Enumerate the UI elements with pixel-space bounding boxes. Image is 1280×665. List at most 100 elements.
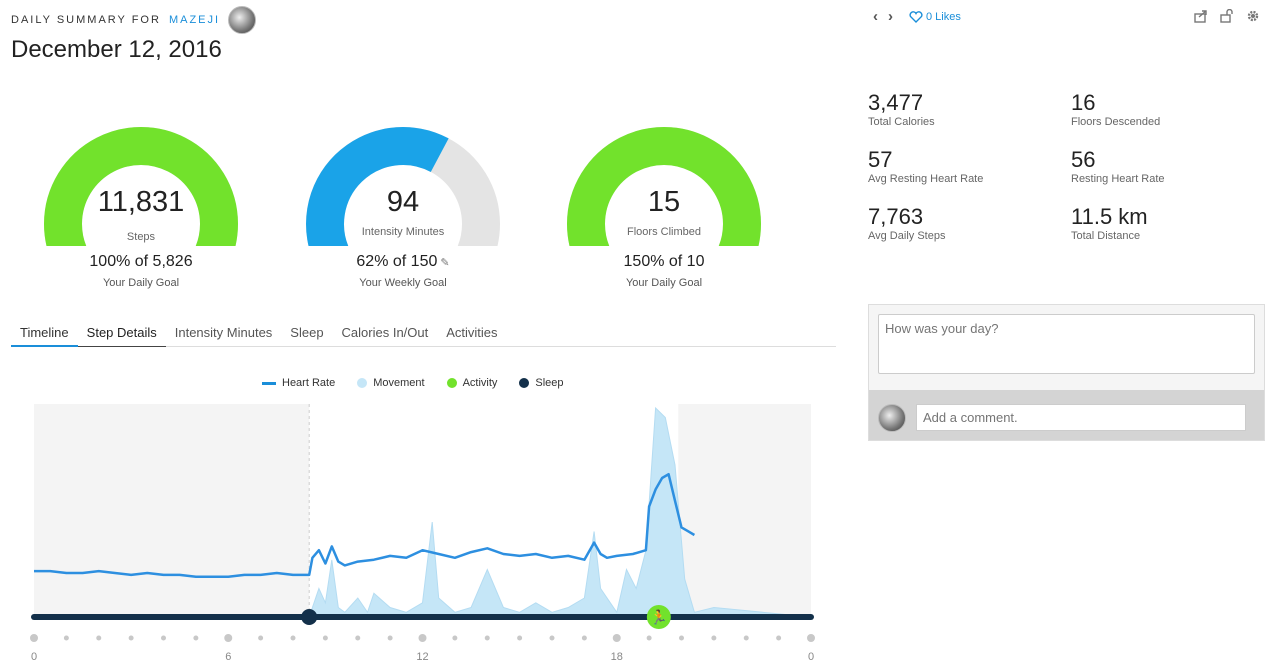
legend-heart-rate-label: Heart Rate: [282, 377, 336, 389]
unlock-icon[interactable]: [1220, 9, 1234, 23]
x-tick-label: 6: [225, 651, 231, 663]
hour-dot: [679, 635, 684, 641]
next-day-icon[interactable]: ›: [888, 8, 893, 25]
stat-label: Total Calories: [868, 116, 935, 128]
stat-label: Avg Resting Heart Rate: [868, 173, 984, 185]
stat-value: 7,763: [868, 204, 924, 229]
page-title-date: December 12, 2016: [11, 36, 222, 63]
intensity-value: 94: [386, 186, 420, 218]
floors-gauge-arc: [567, 127, 761, 246]
intensity-percent-text: 62% of 150: [356, 253, 438, 270]
stat-label: Avg Daily Steps: [868, 230, 946, 242]
x-tick-label: 18: [611, 651, 623, 663]
floors-gauge[interactable]: 15 Floors Climbed 150% of 10 Your Daily …: [564, 106, 764, 296]
steps-percent: 100% of 5,826: [89, 253, 193, 270]
heart-rate-line: [34, 472, 696, 579]
hour-dot: [743, 635, 749, 641]
user-name-link[interactable]: MAZEJI: [168, 14, 221, 26]
activity-running-icon: [646, 605, 671, 629]
x-tick-label: 12: [416, 651, 428, 663]
intensity-goal-label: Your Weekly Goal: [359, 277, 447, 289]
intensity-gauge-arc: [306, 127, 500, 246]
stat-avg-daily-steps: 7,763 Avg Daily Steps: [868, 204, 1058, 242]
stat-value: 3,477: [868, 90, 924, 115]
legend-sleep-label: Sleep: [535, 377, 564, 389]
active-period-region: [309, 404, 679, 617]
intensity-caption: Intensity Minutes: [361, 226, 445, 238]
stat-label: Floors Descended: [1071, 116, 1161, 128]
hour-dot: [452, 635, 458, 641]
stat-total-calories: 3,477 Total Calories: [868, 90, 1058, 128]
stat-total-distance: 11.5 km Total Distance: [1071, 204, 1261, 242]
floors-goal-label: Your Daily Goal: [625, 277, 703, 289]
share-icon[interactable]: [1194, 9, 1208, 23]
legend-movement[interactable]: Movement: [357, 377, 425, 389]
gear-icon[interactable]: [1246, 9, 1260, 23]
heart-rate-swatch: [262, 381, 276, 385]
tab-timeline[interactable]: Timeline: [11, 321, 78, 347]
tab-calories[interactable]: Calories In/Out: [341, 325, 429, 340]
stat-label: Resting Heart Rate: [1071, 173, 1165, 185]
hour-dot: [290, 635, 296, 641]
hour-dot: [224, 634, 233, 642]
intensity-percent: 62% of 150 ✎: [303, 253, 503, 271]
hour-dot: [387, 635, 393, 641]
timeline-chart[interactable]: 🏃 0 6 12 18 0: [30, 400, 815, 665]
hour-dot: [63, 635, 69, 641]
stat-value: 56: [1071, 147, 1096, 172]
floors-caption: Floors Climbed: [627, 226, 701, 238]
heart-icon: [909, 10, 923, 23]
comment-bar: [869, 390, 1264, 440]
hour-dot: [161, 635, 166, 641]
sleep-swatch: [519, 378, 530, 388]
user-avatar[interactable]: [228, 6, 257, 34]
hour-dot: [30, 634, 38, 642]
hour-dot: [711, 635, 717, 641]
toolbar-icons: [1194, 9, 1260, 23]
alarm-clock-icon: [301, 609, 318, 625]
steps-gauge-arc: [44, 127, 238, 246]
x-tick-label: 0: [808, 651, 814, 663]
hour-dot: [776, 635, 782, 641]
stat-floors-descended: 16 Floors Descended: [1071, 90, 1261, 128]
commenter-avatar: [878, 404, 906, 432]
tab-intensity-minutes[interactable]: Intensity Minutes: [174, 325, 273, 340]
legend-movement-label: Movement: [373, 377, 425, 389]
hour-dot: [418, 634, 427, 642]
edit-pencil-icon[interactable]: ✎: [440, 257, 450, 269]
legend-activity-label: Activity: [462, 377, 498, 389]
hour-dot: [581, 635, 587, 641]
hour-dot: [517, 635, 523, 641]
chart-legend: Heart Rate Movement Activity Sleep: [262, 377, 564, 389]
movement-area: [34, 406, 812, 618]
stat-resting-hr: 56 Resting Heart Rate: [1071, 147, 1261, 185]
hour-dot: [322, 635, 328, 641]
stat-value: 16: [1071, 90, 1096, 115]
hour-dot: [549, 635, 555, 641]
steps-gauge[interactable]: 11,831 Steps 100% of 5,826 Your Daily Go…: [41, 106, 241, 296]
detail-tabs: Timeline Step Details Intensity Minutes …: [11, 321, 836, 347]
stat-label: Total Distance: [1071, 230, 1141, 242]
day-navigation: ‹ › 0 Likes: [873, 8, 961, 25]
hour-dot: [807, 634, 815, 642]
likes-link[interactable]: 0 Likes: [909, 11, 961, 23]
tab-sleep[interactable]: Sleep: [290, 325, 324, 340]
how-was-your-day-input[interactable]: [878, 314, 1255, 374]
legend-sleep[interactable]: Sleep: [519, 377, 564, 389]
activity-swatch: [446, 378, 457, 388]
hour-dot: [612, 634, 621, 642]
steps-goal-label: Your Daily Goal: [102, 277, 180, 289]
hour-dot: [128, 635, 134, 641]
legend-activity[interactable]: Activity: [446, 377, 498, 389]
hour-dot: [96, 635, 102, 641]
legend-heart-rate[interactable]: Heart Rate: [262, 377, 335, 389]
likes-count: 0 Likes: [926, 10, 961, 23]
comment-panel: [868, 304, 1265, 441]
tab-activities[interactable]: Activities: [446, 325, 498, 340]
summary-label: DAILY SUMMARY FOR: [11, 14, 161, 26]
prev-day-icon[interactable]: ‹: [873, 8, 878, 25]
intensity-gauge[interactable]: 94 Intensity Minutes 62% of 150 ✎ Your We…: [303, 106, 503, 296]
add-comment-input[interactable]: [916, 404, 1246, 431]
tab-step-details[interactable]: Step Details: [77, 321, 166, 347]
running-figure-glyph: 🏃: [650, 609, 667, 626]
